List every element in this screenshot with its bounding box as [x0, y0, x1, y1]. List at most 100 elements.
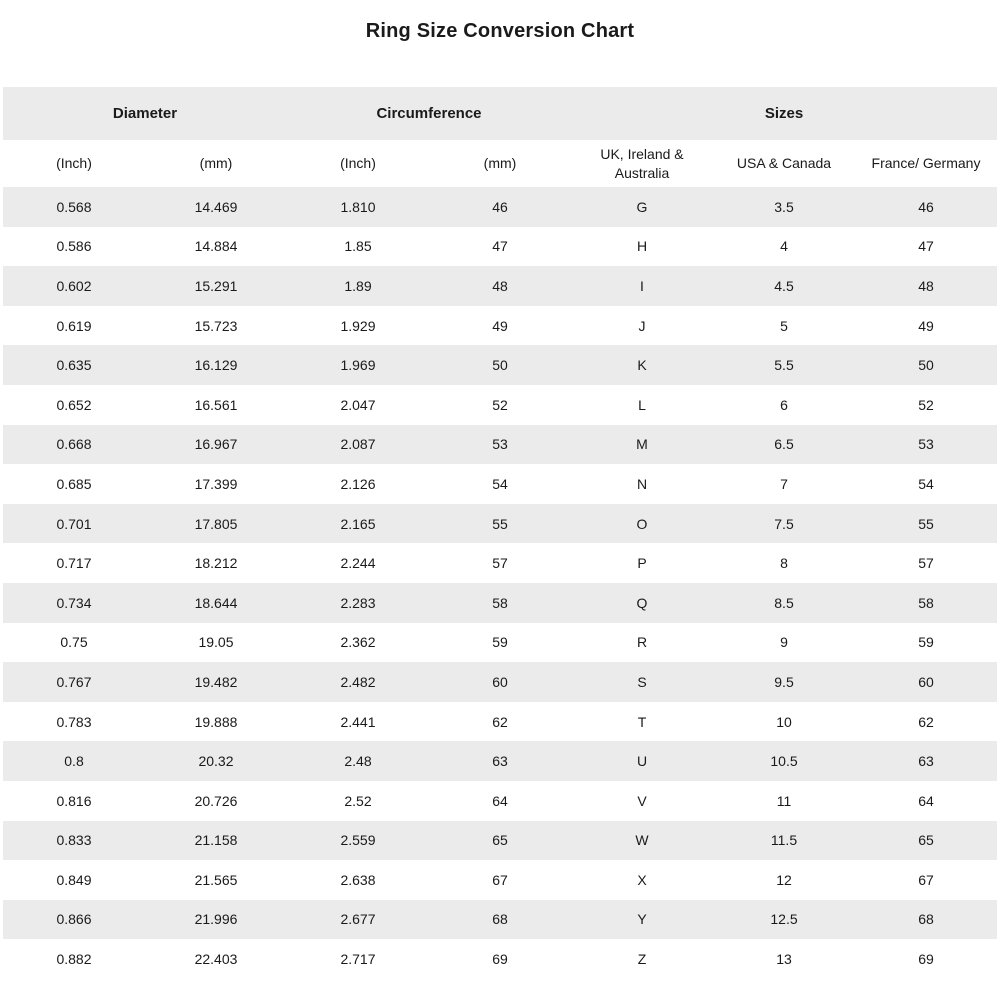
table-cell-col-3: 49: [492, 317, 508, 334]
table-cell-col-1: 20.32: [198, 753, 234, 770]
table-cell-col-0: 0.619: [56, 317, 92, 334]
table-cell-col-0: 0.652: [56, 396, 92, 413]
column-header-6: France/ Germany: [871, 155, 981, 172]
table-cell-col-2: 2.087: [340, 436, 376, 453]
column-header-4: UK, Ireland & Australia: [600, 146, 684, 181]
table-column-header-row: (Inch) (mm) (Inch) (mm) UK, Ireland & Austra…: [3, 140, 997, 187]
table-cell-col-1: 16.561: [194, 396, 238, 413]
table-cell-col-1: 19.05: [198, 634, 234, 651]
column-header-3: (mm): [483, 155, 517, 172]
table-cell-col-3: 60: [492, 673, 508, 690]
table-cell-col-4: L: [638, 396, 646, 413]
table-cell-col-1: 15.291: [194, 277, 238, 294]
table-cell-col-5: 10: [776, 713, 792, 730]
table-cell-col-0: 0.833: [56, 832, 92, 849]
table-cell-col-6: 50: [918, 357, 934, 374]
table-row: 0.882 22.403 2.717 69 Z 13 69: [3, 939, 997, 979]
table-cell-col-2: 2.717: [340, 951, 376, 968]
table-cell-col-3: 67: [492, 871, 508, 888]
table-cell-col-1: 21.996: [194, 911, 238, 928]
table-cell-col-1: 14.884: [194, 238, 238, 255]
table-cell-col-2: 2.482: [340, 673, 376, 690]
table-cell-col-2: 2.638: [340, 871, 376, 888]
table-cell-col-5: 8.5: [774, 594, 794, 611]
table-cell-col-6: 53: [918, 436, 934, 453]
table-cell-col-6: 64: [918, 792, 934, 809]
table-cell-col-2: 1.89: [344, 277, 372, 294]
table-cell-col-0: 0.866: [56, 911, 92, 928]
table-row: 0.635 16.129 1.969 50 K 5.5 50: [3, 345, 997, 385]
table-cell-col-1: 14.469: [194, 198, 238, 215]
table-cell-col-1: 16.129: [194, 357, 238, 374]
table-cell-col-6: 48: [918, 277, 934, 294]
table-cell-col-6: 68: [918, 911, 934, 928]
table-row: 0.833 21.158 2.559 65 W 11.5 65: [3, 820, 997, 861]
table-cell-col-0: 0.586: [56, 238, 92, 255]
table-cell-col-2: 1.85: [344, 238, 372, 255]
table-cell-col-5: 5: [780, 317, 788, 334]
group-header-sizes: Sizes: [764, 105, 804, 122]
table-cell-col-2: 2.559: [340, 832, 376, 849]
table-cell-col-5: 4: [780, 238, 788, 255]
table-row: 0.734 18.644 2.283 58 Q 8.5 58: [3, 582, 997, 623]
table-cell-col-6: 54: [918, 475, 934, 492]
table-cell-col-0: 0.882: [56, 951, 92, 968]
table-cell-col-5: 7: [780, 475, 788, 492]
table-cell-col-2: 2.047: [340, 396, 376, 413]
table-cell-col-3: 54: [492, 475, 508, 492]
table-cell-col-5: 11.5: [770, 832, 798, 849]
table-cell-col-3: 65: [492, 832, 508, 849]
table-cell-col-4: Z: [637, 951, 647, 968]
table-cell-col-2: 2.677: [340, 911, 376, 928]
table-cell-col-4: H: [636, 238, 648, 255]
table-cell-col-3: 53: [492, 436, 508, 453]
table-cell-col-4: U: [636, 753, 648, 770]
table-cell-col-0: 0.849: [56, 871, 92, 888]
table-cell-col-4: Y: [637, 911, 647, 928]
table-cell-col-1: 22.403: [194, 951, 238, 968]
table-cell-col-1: 18.644: [194, 594, 238, 611]
table-cell-col-6: 59: [918, 634, 934, 651]
table-cell-col-3: 58: [492, 594, 508, 611]
table-cell-col-6: 58: [918, 594, 934, 611]
table-cell-col-4: Q: [636, 594, 648, 611]
column-header-2: (Inch): [340, 155, 376, 172]
table-cell-col-4: K: [637, 357, 647, 374]
table-cell-col-3: 50: [492, 357, 508, 374]
table-cell-col-6: 55: [918, 515, 934, 532]
table-cell-col-1: 17.805: [194, 515, 238, 532]
table-cell-col-1: 19.888: [194, 713, 238, 730]
table-cell-col-0: 0.668: [56, 436, 92, 453]
table-cell-col-4: S: [637, 673, 647, 690]
table-cell-col-4: N: [636, 475, 648, 492]
table-cell-col-4: O: [636, 515, 648, 532]
table-cell-col-5: 13: [776, 951, 792, 968]
table-cell-col-3: 68: [492, 911, 508, 928]
ring-size-conversion-table: Diameter Circumference Sizes (Inch) (mm) (In…: [3, 87, 997, 979]
table-cell-col-4: G: [636, 198, 648, 215]
table-row: 0.619 15.723 1.929 49 J 5 49: [3, 306, 997, 346]
page-title: Ring Size Conversion Chart: [365, 20, 635, 42]
table-cell-col-1: 18.212: [194, 555, 238, 572]
table-cell-col-3: 57: [492, 555, 508, 572]
table-cell-col-1: 15.723: [194, 317, 238, 334]
table-row: 0.701 17.805 2.165 55 O 7.5 55: [3, 503, 997, 544]
table-cell-col-2: 2.244: [340, 555, 376, 572]
table-cell-col-0: 0.816: [56, 792, 92, 809]
table-cell-col-5: 11: [776, 792, 792, 809]
group-header-diameter: Diameter: [112, 105, 178, 122]
table-cell-col-0: 0.568: [56, 198, 92, 215]
table-cell-col-5: 10.5: [770, 753, 798, 770]
table-row: 0.586 14.884 1.85 47 H 4 47: [3, 227, 997, 267]
table-cell-col-6: 60: [918, 673, 934, 690]
table-cell-col-4: R: [636, 634, 648, 651]
table-cell-col-5: 3.5: [774, 198, 794, 215]
table-cell-col-1: 19.482: [194, 673, 238, 690]
table-row: 0.602 15.291 1.89 48 I 4.5 48: [3, 266, 997, 306]
table-row: 0.685 17.399 2.126 54 N 7 54: [3, 464, 997, 504]
table-cell-col-3: 46: [492, 198, 508, 215]
table-cell-col-4: M: [636, 436, 648, 453]
table-cell-col-1: 21.158: [194, 832, 238, 849]
table-cell-col-3: 64: [492, 792, 508, 809]
table-cell-col-5: 7.5: [774, 515, 794, 532]
